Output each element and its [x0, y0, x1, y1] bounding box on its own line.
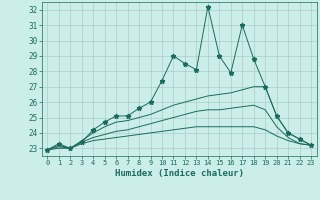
X-axis label: Humidex (Indice chaleur): Humidex (Indice chaleur) — [115, 169, 244, 178]
